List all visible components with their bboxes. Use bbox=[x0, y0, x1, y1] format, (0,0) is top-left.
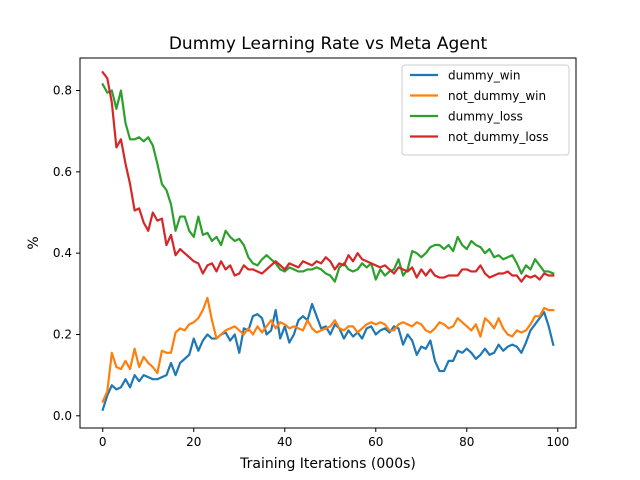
series-line-not-dummy-loss bbox=[101, 70, 555, 283]
legend-label-not-dummy-loss: not_dummy_loss bbox=[448, 130, 549, 144]
legend-label-dummy-win: dummy_win bbox=[448, 69, 520, 83]
x-tick-label: 60 bbox=[368, 435, 383, 449]
y-tick-label: 0.2 bbox=[53, 327, 72, 341]
y-tick-label: 0.4 bbox=[53, 246, 72, 260]
x-tick-label: 20 bbox=[186, 435, 201, 449]
y-tick-label: 0.0 bbox=[53, 409, 72, 423]
y-tick-label: 0.6 bbox=[53, 165, 72, 179]
series-lines bbox=[101, 70, 555, 412]
y-tick-label: 0.8 bbox=[53, 84, 72, 98]
series-line-not-dummy-win bbox=[101, 296, 555, 404]
y-axis-ticks: 0.0 0.2 0.4 0.6 0.8 bbox=[53, 84, 80, 423]
legend-items: dummy_win not_dummy_win dummy_loss not_dumm… bbox=[410, 69, 549, 144]
axes-frame bbox=[79, 57, 577, 429]
plot-area bbox=[79, 57, 577, 429]
series-line-dummy-loss bbox=[101, 82, 555, 283]
chart-title: Dummy Learning Rate vs Meta Agent bbox=[169, 34, 488, 54]
x-tick-label: 80 bbox=[459, 435, 474, 449]
legend: dummy_win not_dummy_win dummy_loss not_dumm… bbox=[401, 64, 570, 156]
series-line-dummy-win bbox=[101, 302, 555, 412]
x-tick-label: 100 bbox=[546, 435, 569, 449]
legend-label-dummy-loss: dummy_loss bbox=[448, 110, 523, 124]
x-axis-ticks: 0 20 40 60 80 100 bbox=[99, 428, 569, 449]
x-tick-label: 40 bbox=[277, 435, 292, 449]
x-axis-label: Training Iterations (000s) bbox=[239, 456, 416, 472]
legend-box bbox=[401, 64, 570, 156]
x-tick-label: 0 bbox=[99, 435, 107, 449]
legend-label-not-dummy-win: not_dummy_win bbox=[448, 89, 546, 103]
y-axis-label: % bbox=[26, 236, 42, 249]
